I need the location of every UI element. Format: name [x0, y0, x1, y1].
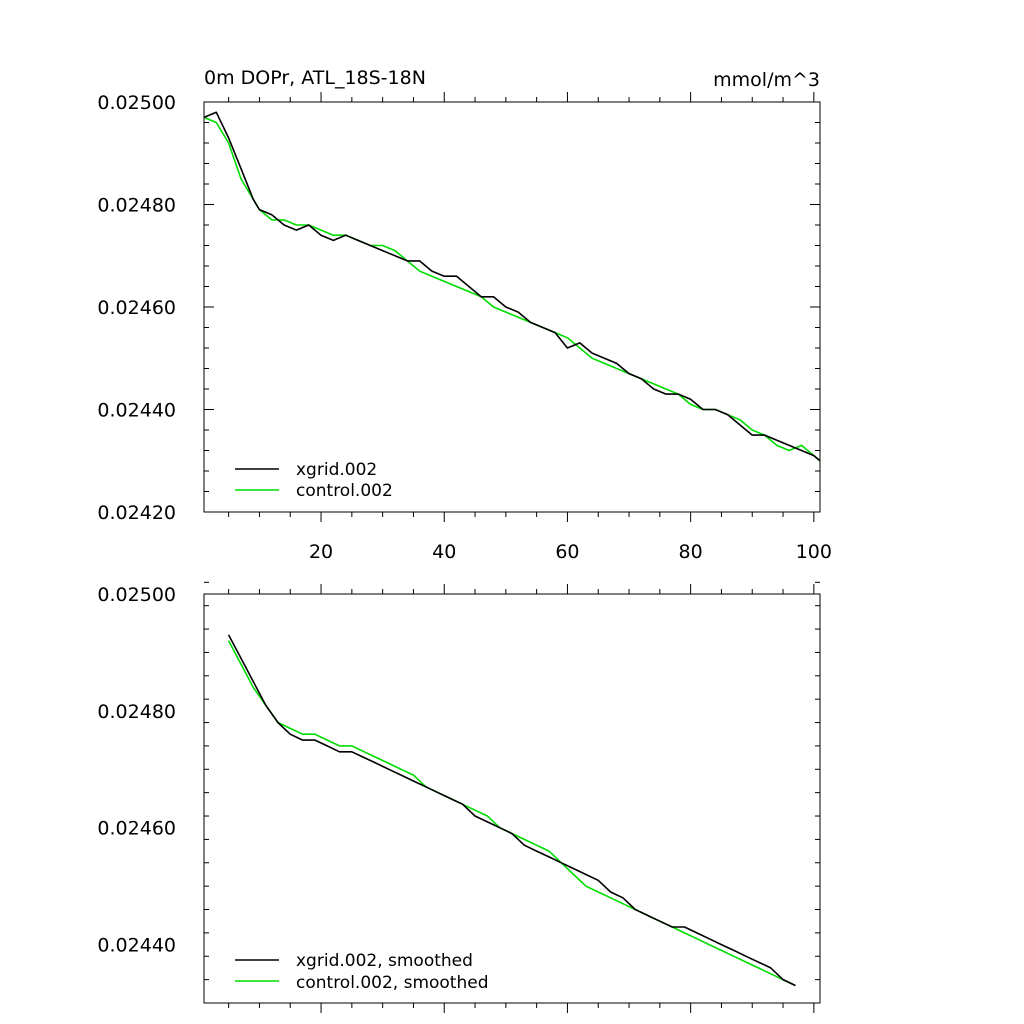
y-tick-label: 0.02420	[97, 502, 176, 524]
y-tick-label: 0.02480	[97, 195, 176, 217]
chart-title: 0m DOPr, ATL_18S-18N	[204, 67, 426, 89]
legend-label-xgrid: xgrid.002	[296, 460, 377, 480]
y-tick-label: 0.02480	[97, 701, 176, 723]
x-tick-label: 100	[796, 541, 832, 563]
top-panel: 0m DOPr, ATL_18S-18N mmol/m^3 0.024200.0…	[97, 67, 832, 563]
bottom-panel: 0.02440 0.02460 0.02480 0.02500 xgrid.002, …	[97, 581, 821, 1013]
top-x-tick-labels: 20 40 60 80 100	[309, 541, 832, 563]
x-tick-label: 80	[679, 541, 703, 563]
top-y-tick-labels: 0.02420 0.02440 0.02460 0.02480 0.02500	[97, 92, 176, 524]
x-tick-label: 60	[555, 541, 579, 563]
y-tick-label: 0.02460	[97, 297, 176, 319]
bottom-legend: xgrid.002, smoothed control.002, smoothe…	[235, 951, 489, 993]
units-label: mmol/m^3	[713, 69, 820, 91]
series-line-xgrid-002-smoothed	[227, 634, 796, 987]
bottom-series	[227, 634, 796, 987]
top-legend: xgrid.002 control.002	[235, 460, 393, 501]
top-series	[203, 111, 821, 462]
bottom-plot-frame	[203, 593, 821, 1004]
y-tick-label: 0.02460	[97, 818, 176, 840]
legend-label-control: control.002	[296, 481, 393, 501]
series-line-control-002-smoothed	[227, 640, 796, 987]
bottom-ticks	[204, 581, 820, 1013]
y-tick-label: 0.02440	[97, 935, 176, 957]
top-ticks	[204, 92, 820, 522]
x-tick-label: 40	[432, 541, 456, 563]
x-tick-label: 20	[309, 541, 333, 563]
y-tick-label: 0.02500	[97, 92, 176, 114]
bottom-y-tick-labels: 0.02440 0.02460 0.02480 0.02500	[97, 584, 176, 957]
series-line-xgrid-002	[203, 111, 821, 462]
legend-label-control-smoothed: control.002, smoothed	[296, 973, 489, 993]
y-tick-label: 0.02500	[97, 584, 176, 606]
y-tick-label: 0.02440	[97, 400, 176, 422]
series-line-control-002	[203, 116, 821, 462]
legend-label-xgrid-smoothed: xgrid.002, smoothed	[296, 951, 473, 971]
top-plot-frame	[203, 101, 821, 513]
